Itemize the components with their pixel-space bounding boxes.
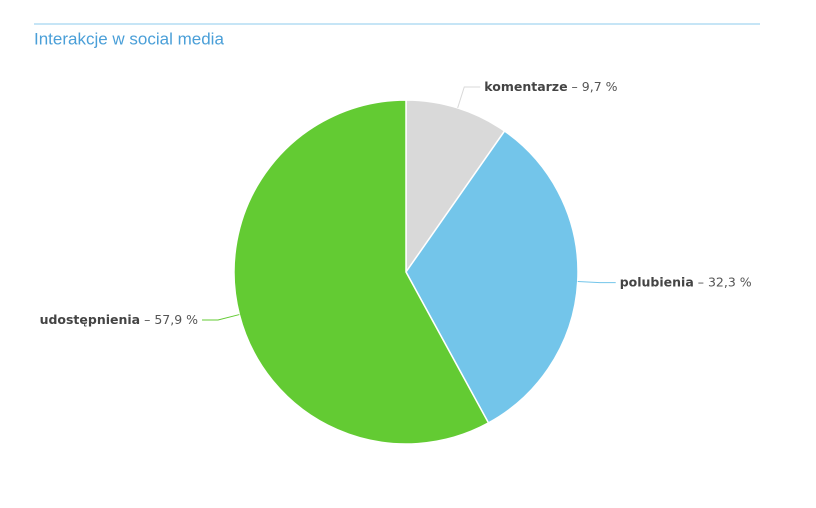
- data-label: komentarze – 9,7 %: [484, 78, 617, 93]
- data-label: polubienia – 32,3 %: [620, 274, 752, 289]
- value-label: 32,3 %: [708, 274, 752, 289]
- connector: [577, 280, 616, 284]
- category-name: udostępnienia: [40, 311, 141, 326]
- category-name: komentarze: [484, 78, 567, 93]
- chart-title: Interakcje w social media: [34, 29, 224, 48]
- connector: [202, 314, 240, 321]
- value-label: 57,9 %: [154, 311, 198, 326]
- separator: –: [572, 78, 578, 93]
- separator: –: [144, 311, 150, 326]
- separator: –: [698, 274, 704, 289]
- value-label: 9,7 %: [582, 78, 618, 93]
- connector: [457, 86, 481, 109]
- data-label: udostępnienia – 57,9 %: [40, 311, 199, 326]
- category-name: polubienia: [620, 274, 694, 289]
